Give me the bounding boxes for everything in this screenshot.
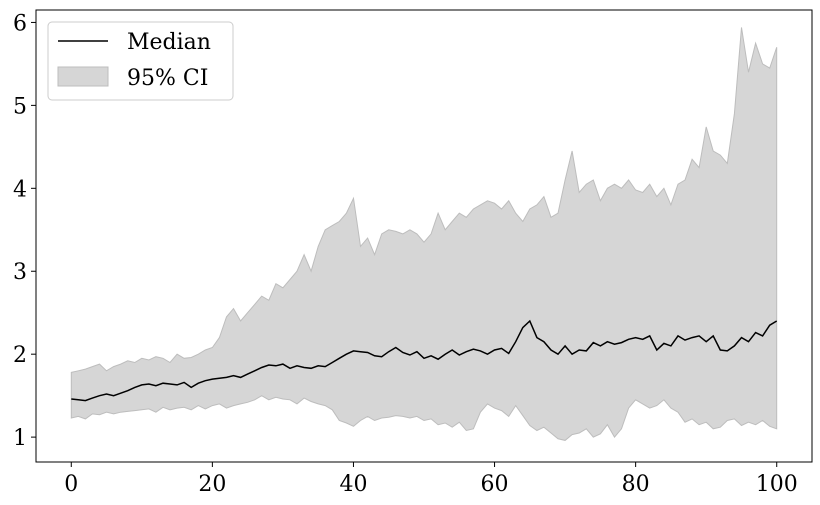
legend-median-label: Median	[127, 30, 211, 55]
median-line-layer	[71, 319, 778, 402]
ci-band	[70, 27, 778, 441]
x-tick-label: 80	[622, 472, 650, 497]
x-tick-label: 100	[756, 472, 798, 497]
y-tick-label: 3	[13, 260, 27, 285]
y-tick-label: 1	[13, 426, 27, 451]
x-axis: 0 20 40 60 80 100	[64, 462, 798, 497]
y-axis: 1 2 3 4 5 6	[13, 11, 36, 451]
y-tick-label: 4	[13, 177, 27, 202]
x-tick-label: 40	[339, 472, 367, 497]
x-tick-label: 0	[64, 472, 78, 497]
legend-ci-label: 95% CI	[127, 66, 208, 91]
x-tick-label: 60	[481, 472, 509, 497]
plot-frame	[35, 9, 813, 463]
legend: Median 95% CI	[47, 21, 234, 101]
legend-ci-swatch	[57, 66, 109, 87]
y-tick-label: 6	[13, 11, 27, 36]
y-tick-label: 2	[13, 343, 27, 368]
ci-band-layer	[70, 27, 778, 441]
x-tick-label: 20	[198, 472, 226, 497]
median-line	[71, 319, 778, 402]
y-tick-label: 5	[13, 94, 27, 119]
